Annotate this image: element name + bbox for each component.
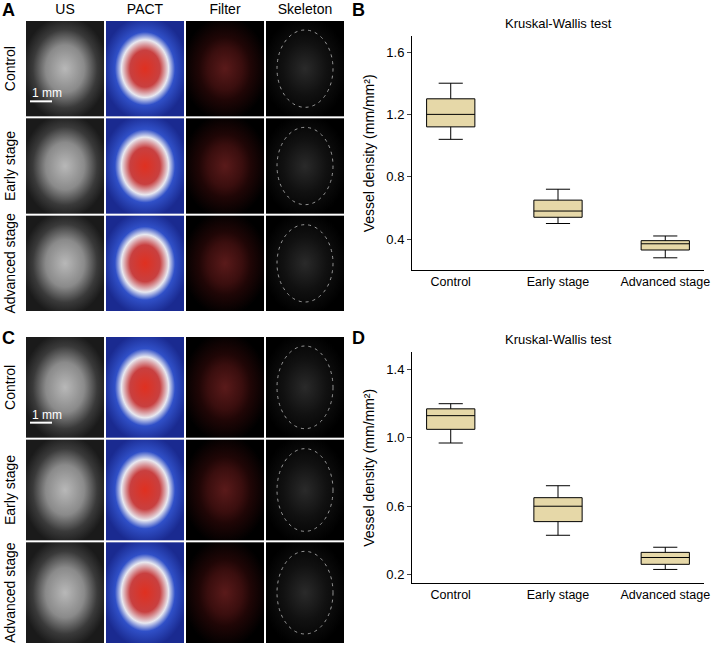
svg-text:0.2: 0.2 [386, 567, 404, 582]
svg-text:PACT: PACT [127, 1, 164, 17]
svg-text:US: US [55, 1, 74, 17]
svg-text:0.4: 0.4 [386, 232, 404, 247]
html-text:D: D [352, 328, 365, 348]
svg-text:Control: Control [431, 275, 471, 289]
svg-text:0.8: 0.8 [386, 169, 404, 184]
svg-text:Early stage: Early stage [2, 455, 18, 525]
svg-text:Skeleton: Skeleton [278, 1, 332, 17]
svg-text:Early stage: Early stage [2, 131, 18, 201]
svg-text:Advanced stage: Advanced stage [2, 213, 18, 314]
svg-text:Kruskal-Wallis test: Kruskal-Wallis test [505, 16, 612, 31]
svg-text:1.6: 1.6 [386, 45, 404, 60]
svg-text:Advanced stage: Advanced stage [620, 275, 710, 289]
svg-text:0.6: 0.6 [386, 499, 404, 514]
svg-text:Early stage: Early stage [527, 588, 590, 602]
svg-text:1 mm: 1 mm [32, 408, 62, 422]
svg-text:Control: Control [2, 46, 18, 91]
svg-text:Vessel density (mm/mm²): Vessel density (mm/mm²) [361, 389, 377, 547]
svg-text:Filter: Filter [209, 1, 240, 17]
svg-text:Advanced stage: Advanced stage [620, 588, 710, 602]
svg-text:Early stage: Early stage [527, 275, 590, 289]
svg-text:A: A [2, 0, 15, 20]
svg-text:Kruskal-Wallis test: Kruskal-Wallis test [505, 332, 612, 347]
svg-text:1.4: 1.4 [386, 362, 404, 377]
svg-text:C: C [2, 328, 15, 348]
svg-text:1 mm: 1 mm [32, 86, 62, 100]
svg-text:Vessel density (mm/mm²): Vessel density (mm/mm²) [361, 74, 377, 232]
svg-text:1.2: 1.2 [386, 107, 404, 122]
svg-text:1.0: 1.0 [386, 430, 404, 445]
svg-text:Control: Control [431, 588, 471, 602]
html-text:B: B [352, 0, 365, 20]
svg-text:Advanced stage: Advanced stage [2, 542, 18, 643]
svg-text:Control: Control [2, 365, 18, 410]
